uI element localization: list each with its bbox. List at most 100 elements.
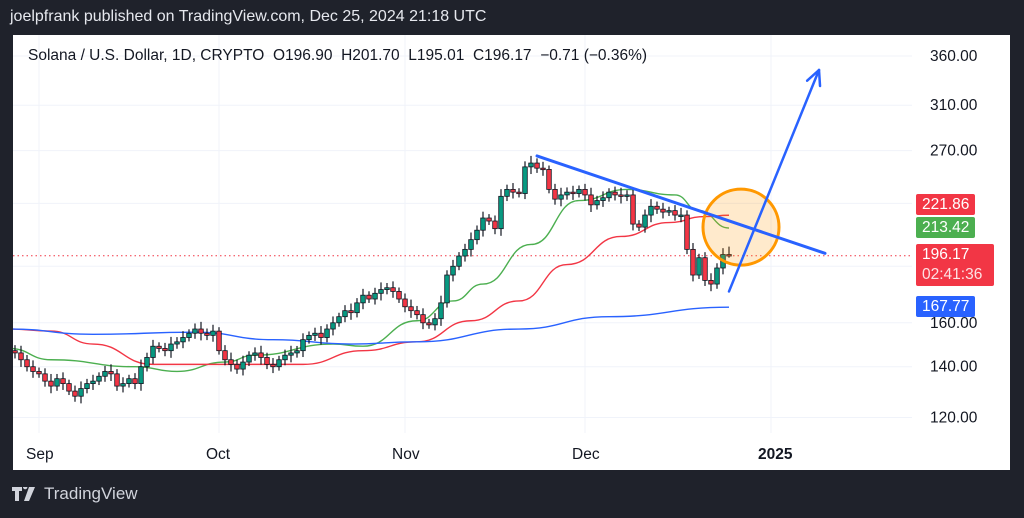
candle-up <box>78 388 84 397</box>
y-tick-label: 140.00 <box>930 359 978 376</box>
candle-up <box>498 195 504 230</box>
candle-up <box>306 334 312 341</box>
candle-down <box>516 191 522 195</box>
candle-down <box>534 162 540 169</box>
arrow-head <box>817 68 822 88</box>
highlight-circle <box>701 187 781 267</box>
candle-up <box>480 217 486 231</box>
x-tick-label: Nov <box>392 446 420 463</box>
candle-up <box>120 383 126 387</box>
moving-average-line <box>13 214 730 366</box>
tradingview-logo-icon <box>12 487 35 501</box>
candle-up <box>102 371 108 377</box>
candle-down <box>540 167 546 171</box>
candle-down <box>414 310 420 316</box>
symbol-legend: Solana / U.S. Dollar, 1D, CRYPTO O196.90… <box>28 47 647 65</box>
candle-down <box>396 291 402 300</box>
plot-area <box>7 35 912 433</box>
candle-down <box>420 314 426 324</box>
candle-up <box>576 188 582 194</box>
candle-up <box>144 357 150 368</box>
candle-down <box>108 371 114 375</box>
candle-down <box>42 373 48 382</box>
candle-down <box>588 194 594 206</box>
candle-down <box>636 223 642 228</box>
candle-down <box>270 363 276 368</box>
candle-down <box>702 257 708 281</box>
candle-down <box>570 191 576 195</box>
candle-up <box>462 248 468 257</box>
candle-up <box>342 310 348 318</box>
candle-up <box>714 267 720 285</box>
candle-up <box>282 354 288 361</box>
candle-down <box>156 345 162 349</box>
candle-up <box>456 255 462 267</box>
candle-up <box>96 375 102 382</box>
candle-up <box>186 332 192 338</box>
candle-up <box>642 214 648 228</box>
candle-up <box>180 337 186 343</box>
candle-up <box>606 191 612 199</box>
candle-up <box>90 380 96 385</box>
candle-up <box>240 361 246 370</box>
candle-up <box>432 318 438 326</box>
candle-down <box>318 332 324 338</box>
candle-up <box>474 229 480 241</box>
candle-down <box>13 350 18 354</box>
candle-up <box>126 378 132 385</box>
candle-down <box>654 205 660 210</box>
candle-down <box>24 359 30 368</box>
candle-up <box>624 194 630 197</box>
candle-down <box>204 332 210 336</box>
candle-up <box>168 343 174 352</box>
candle-down <box>258 352 264 358</box>
candle-down <box>492 220 498 230</box>
candle-up <box>192 328 198 334</box>
candle-down <box>72 390 78 397</box>
candle-up <box>210 330 216 336</box>
ohlc-low: L195.01 <box>408 47 465 64</box>
ohlc-change: −0.71 (−0.36%) <box>540 47 648 64</box>
candle-down <box>48 380 54 387</box>
bar-countdown: 02:41:36 <box>922 266 983 283</box>
candle-up <box>312 332 318 336</box>
candle-down <box>198 328 204 334</box>
chart-panel[interactable] <box>13 35 1010 470</box>
candle-down <box>426 322 432 326</box>
candle-up <box>504 188 510 197</box>
x-tick-label: Sep <box>26 446 54 463</box>
candle-up <box>54 378 60 387</box>
candle-down <box>390 287 396 292</box>
candle-up <box>558 194 564 200</box>
x-tick-label: 2025 <box>758 446 793 463</box>
candle-up <box>468 239 474 250</box>
candle-down <box>408 306 414 312</box>
candle-down <box>132 378 138 385</box>
candle-up <box>276 359 282 368</box>
candle-down <box>66 383 72 392</box>
candle-down <box>162 348 168 352</box>
candle-down <box>114 373 120 387</box>
candle-up <box>324 328 330 338</box>
tradingview-logo[interactable]: TradingView <box>12 484 138 504</box>
candle-down <box>228 359 234 365</box>
y-tick-label: 270.00 <box>930 143 978 160</box>
candle-down <box>690 248 696 276</box>
candle-down <box>660 208 666 213</box>
candle-up <box>696 257 702 276</box>
candle-up <box>174 341 180 345</box>
candle-down <box>708 280 714 285</box>
candle-down <box>216 330 222 352</box>
candle-down <box>348 310 354 314</box>
candle-down <box>684 214 690 250</box>
candle-up <box>666 210 672 213</box>
candle-down <box>7 344 12 351</box>
candle-down <box>546 169 552 190</box>
candle-up <box>600 197 606 201</box>
candle-up <box>138 366 144 385</box>
candle-down <box>630 194 636 225</box>
candle-down <box>726 254 732 257</box>
candle-up <box>354 302 360 314</box>
candle-down <box>222 350 228 361</box>
